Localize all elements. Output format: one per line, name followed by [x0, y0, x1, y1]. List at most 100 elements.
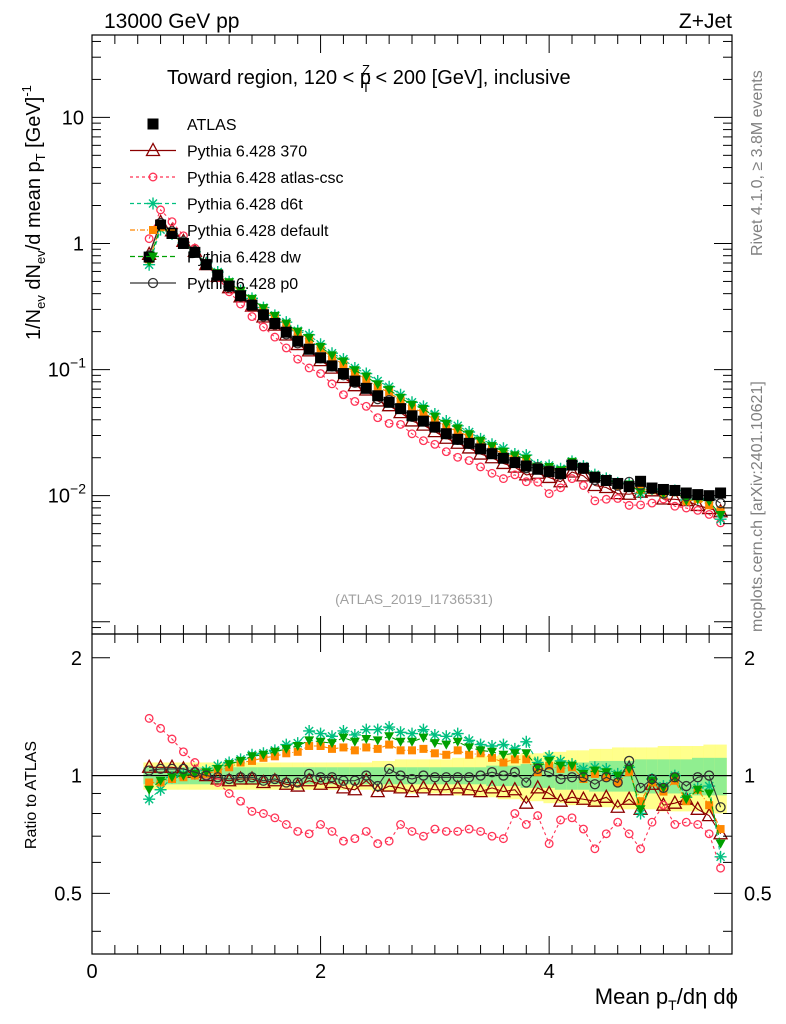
y-axis-label-ratio: Ratio to ATLAS [23, 741, 40, 849]
series-4-ratio-point [304, 736, 315, 746]
series-1-point [567, 474, 577, 484]
series-0-ratio-point [610, 798, 626, 813]
series-1-point [430, 439, 440, 449]
series-0-ratio-point [598, 788, 614, 803]
series-4-ratio-point [452, 737, 463, 747]
atlas-point [235, 290, 247, 302]
series-2-ratio-point [440, 730, 453, 743]
ratio-tick-label-right: 1 [744, 766, 755, 788]
series-1-ratio-point [144, 713, 154, 723]
atlas-point [692, 489, 704, 501]
series-5-ratio-line [149, 759, 722, 808]
series-2-ratio-point [360, 723, 373, 736]
series-4-ratio-point [349, 737, 360, 747]
series-4-point [349, 366, 360, 376]
atlas-point [600, 474, 612, 486]
series-3-ratio-point [716, 825, 725, 834]
series-1-point [270, 332, 280, 342]
series-1-ratio-point [361, 826, 371, 836]
series-4-point [498, 447, 509, 457]
series-1-ratio-point [556, 815, 566, 825]
series-1-ratio-point [624, 829, 634, 839]
series-1-ratio-point [156, 723, 166, 733]
series-1-point [144, 234, 154, 244]
legend-marker-2 [147, 197, 159, 210]
header-energy: 13000 GeV pp [104, 10, 239, 33]
series-4-point [269, 311, 280, 321]
series-4-point [429, 412, 440, 422]
series-0-point [518, 466, 534, 481]
series-2-ratio-point [326, 730, 338, 743]
series-1-point [361, 401, 371, 411]
series-0-ratio-point [335, 779, 352, 794]
series-5-ratio-point [418, 770, 429, 781]
series-0-ratio-point [450, 779, 466, 794]
title-main: Toward region, 120 < p [167, 67, 371, 89]
series-0-ratio-point [278, 775, 294, 790]
series-5-point [715, 498, 726, 509]
series-5-ratio-point [292, 777, 303, 788]
series-0-point [621, 485, 637, 500]
atlas-point [280, 326, 292, 338]
series-5-ratio-point [601, 772, 612, 783]
series-1-point [636, 500, 646, 510]
series-4-ratio-point [281, 744, 292, 754]
series-1-point [704, 509, 714, 519]
series-2-ratio-point [303, 724, 316, 737]
atlas-point [497, 452, 509, 464]
series-5-ratio-point [498, 770, 509, 781]
series-5-ratio-point [589, 779, 601, 790]
series-2-ratio-point [508, 742, 521, 755]
legend-label-0: Pythia 6.428 370 [187, 144, 307, 161]
series-5-ratio-point [383, 763, 395, 775]
y-tick-label-top: 1 [73, 233, 84, 255]
series-3-ratio-point [419, 744, 428, 753]
series-4-ratio-point [212, 764, 223, 774]
series-3-ratio-point [373, 744, 382, 753]
series-4-ratio-point [235, 756, 246, 766]
series-2-ratio-point [154, 783, 167, 796]
series-4-ratio-point [201, 768, 212, 778]
series-5-ratio-point [361, 770, 372, 781]
ratio-tick-label-left: 1 [71, 766, 82, 788]
atlas-point [657, 483, 669, 495]
series-4-point [395, 393, 406, 403]
series-1-ratio-point [407, 826, 417, 836]
series-1-point [281, 343, 291, 353]
series-1-ratio-point [350, 834, 360, 844]
band-inner-bin [623, 760, 636, 792]
series-2-ratio-point [428, 728, 441, 741]
series-4-point [384, 385, 395, 395]
series-5-ratio-point [223, 773, 235, 785]
series-0-ratio-point [575, 790, 592, 805]
series-5-ratio-point [178, 763, 189, 775]
atlas-point [417, 415, 429, 427]
series-1-ratio-point [167, 734, 177, 744]
series-2-ratio-point [474, 738, 487, 751]
series-1-point [498, 474, 508, 484]
series-5-ratio-point [143, 765, 155, 776]
series-4-point [361, 372, 372, 382]
series-4-ratio-point [315, 737, 326, 747]
atlas-point [623, 481, 635, 493]
legend-marker-0 [145, 142, 161, 157]
atlas-point [177, 237, 189, 249]
series-5-ratio-point [406, 773, 418, 785]
series-3-ratio-point [499, 758, 508, 767]
series-5-ratio-point [703, 770, 715, 781]
series-0-ratio-point [621, 790, 637, 805]
series-5-ratio-point [452, 772, 463, 783]
series-0-ratio-point [324, 774, 340, 789]
series-4-point [464, 430, 475, 440]
series-4-ratio-point [441, 740, 452, 750]
series-0-ratio-point [358, 772, 374, 787]
series-3-point [716, 506, 725, 515]
legend-atlas-label: ATLAS [187, 117, 237, 134]
series-1-ratio-point [281, 820, 291, 829]
series-1-ratio-point [453, 826, 463, 836]
series-2-ratio-point [703, 780, 716, 793]
series-3-ratio-point [465, 750, 474, 759]
atlas-point [577, 462, 589, 474]
series-2-ratio-point [348, 728, 361, 741]
ratio-tick-label-right: 0.5 [744, 883, 772, 905]
